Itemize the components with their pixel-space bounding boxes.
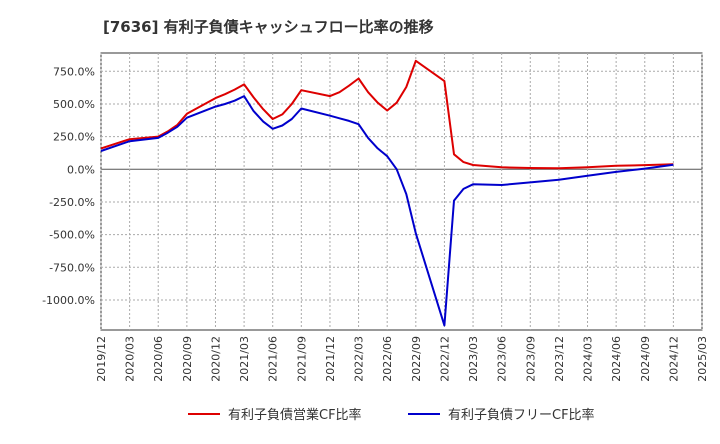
x-tick-label: 2020/09 bbox=[181, 336, 194, 382]
y-tick-label: 750.0% bbox=[53, 65, 95, 78]
y-tick-label: 0.0% bbox=[67, 163, 95, 176]
legend-label-1: 有利子負債営業CF比率 bbox=[228, 407, 362, 423]
y-tick-label: 500.0% bbox=[53, 98, 95, 111]
legend-label-2: 有利子負債フリーCF比率 bbox=[448, 407, 595, 423]
x-tick-label: 2022/06 bbox=[381, 336, 394, 382]
x-tick-label: 2022/09 bbox=[410, 336, 423, 382]
x-tick-label: 2021/06 bbox=[267, 336, 280, 382]
x-tick-label: 2021/12 bbox=[324, 336, 337, 382]
x-tick-label: 2024/03 bbox=[582, 336, 595, 382]
x-tick-label: 2022/12 bbox=[438, 336, 451, 382]
plot-area bbox=[100, 52, 703, 331]
x-tick-label: 2020/12 bbox=[209, 336, 222, 382]
y-tick-label: 250.0% bbox=[53, 131, 95, 144]
x-tick-label: 2022/03 bbox=[353, 336, 366, 382]
chart-title: [7636] 有利子負債キャッシュフロー比率の推移 bbox=[103, 18, 434, 36]
series-line-1 bbox=[100, 59, 674, 170]
series-layer bbox=[100, 59, 674, 327]
x-tick-label: 2023/06 bbox=[496, 336, 509, 382]
x-axis: 2019/12 2020/03 2020/06 2020/09 2020/12 2021/… bbox=[95, 336, 709, 382]
x-tick-label: 2020/03 bbox=[124, 336, 137, 382]
x-tick-label: 2021/09 bbox=[295, 336, 308, 382]
y-tick-label: -500.0% bbox=[49, 229, 95, 242]
x-tick-label: 2021/03 bbox=[238, 336, 251, 382]
x-tick-label: 2024/12 bbox=[667, 336, 680, 382]
y-tick-label: -1000.0% bbox=[42, 294, 95, 307]
x-tick-label: 2024/09 bbox=[639, 336, 652, 382]
grid bbox=[100, 53, 703, 330]
series-line-2 bbox=[100, 95, 674, 327]
x-tick-label: 2023/03 bbox=[467, 336, 480, 382]
y-tick-label: -250.0% bbox=[49, 196, 95, 209]
y-tick-label: -750.0% bbox=[49, 261, 95, 274]
x-tick-label: 2023/09 bbox=[524, 336, 537, 382]
x-tick-label: 2024/06 bbox=[610, 336, 623, 382]
x-tick-label: 2023/12 bbox=[553, 336, 566, 382]
y-axis: 750.0% 500.0% 250.0% 0.0% -250.0% -500.0% -750… bbox=[42, 65, 95, 307]
x-tick-label: 2020/06 bbox=[152, 336, 165, 382]
legend: 有利子負債営業CF比率 有利子負債フリーCF比率 bbox=[188, 407, 595, 423]
x-tick-label: 2019/12 bbox=[95, 336, 108, 382]
x-tick-label: 2025/03 bbox=[696, 336, 709, 382]
